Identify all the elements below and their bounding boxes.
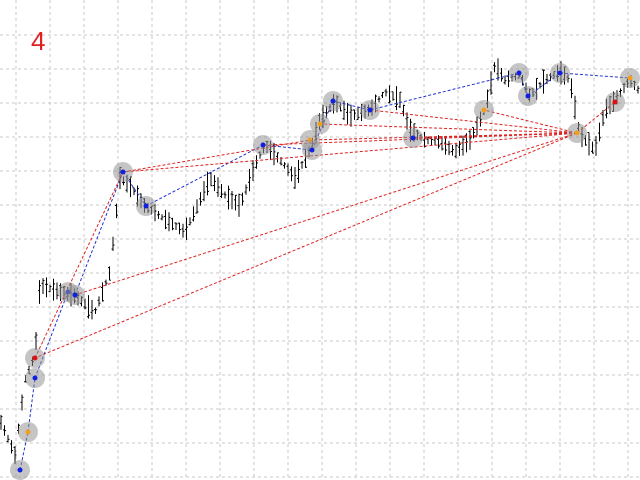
zigzag-line	[74, 171, 124, 296]
projection-line	[122, 132, 578, 173]
swing-dot	[612, 99, 618, 105]
swing-dot	[330, 98, 336, 104]
projection-line	[319, 123, 578, 134]
projection-line	[122, 139, 311, 173]
swing-dot	[557, 70, 563, 76]
swing-dot	[17, 467, 23, 473]
swing-dot	[143, 203, 149, 209]
projection-line	[309, 132, 578, 141]
swing-dot	[317, 121, 323, 127]
swing-dot	[32, 355, 38, 361]
swing-dot	[120, 169, 126, 175]
projection-line	[34, 171, 124, 359]
swing-dot	[525, 93, 531, 99]
zigzag-line	[559, 72, 631, 79]
swing-dot	[32, 375, 38, 381]
swing-dot	[309, 147, 315, 153]
zigzag-line	[145, 144, 264, 207]
zigzag-line	[369, 72, 520, 111]
projection-line	[74, 132, 578, 296]
projection-line	[34, 132, 578, 359]
projection-line	[483, 109, 578, 134]
chart-label: 4	[31, 26, 46, 56]
swing-dot	[367, 107, 373, 113]
swing-dot	[260, 142, 266, 148]
swing-dot	[516, 70, 522, 76]
projection-line	[412, 132, 578, 139]
swing-dot	[627, 75, 633, 81]
swing-dot	[72, 292, 78, 298]
swing-dot	[481, 107, 487, 113]
swing-dot	[574, 130, 580, 136]
swing-dot	[410, 135, 416, 141]
swing-dot	[25, 429, 31, 435]
